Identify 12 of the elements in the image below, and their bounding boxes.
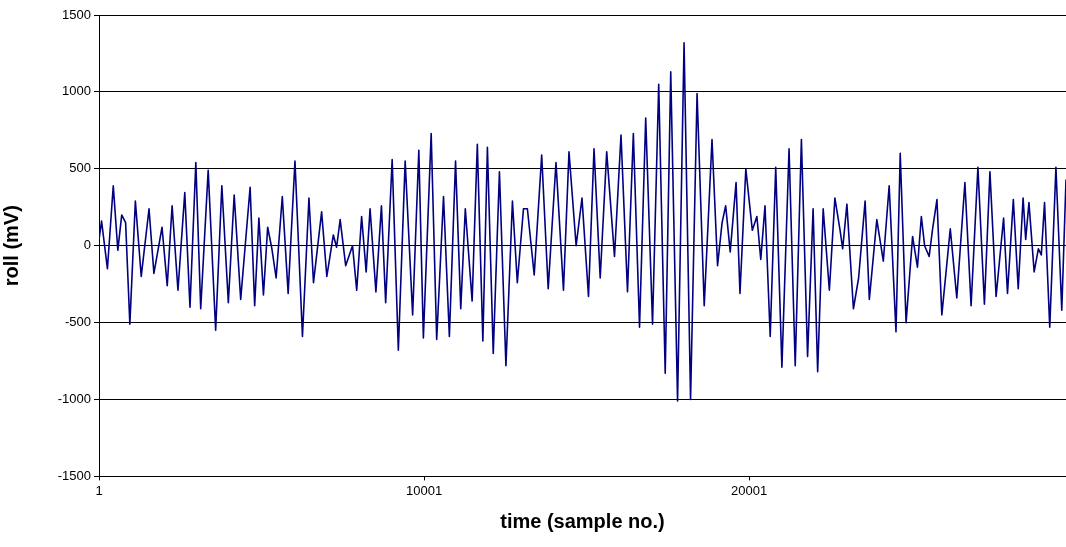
y-tick-label: 0 — [83, 237, 91, 253]
y-axis-title: roll (mV) — [0, 205, 22, 287]
x-tick-label: 1 — [95, 482, 103, 498]
y-tick-label: -1000 — [57, 391, 91, 407]
y-tick-label: 500 — [69, 160, 91, 176]
y-tick-label: -1500 — [57, 467, 91, 483]
y-tick-label: 1000 — [62, 83, 91, 99]
x-axis-title: time (sample no.) — [499, 510, 666, 533]
y-tick-label: -500 — [64, 314, 91, 330]
x-tick-label: 20001 — [731, 482, 768, 498]
x-tick-label: 10001 — [405, 482, 443, 498]
y-tick-label: 1500 — [62, 6, 91, 22]
